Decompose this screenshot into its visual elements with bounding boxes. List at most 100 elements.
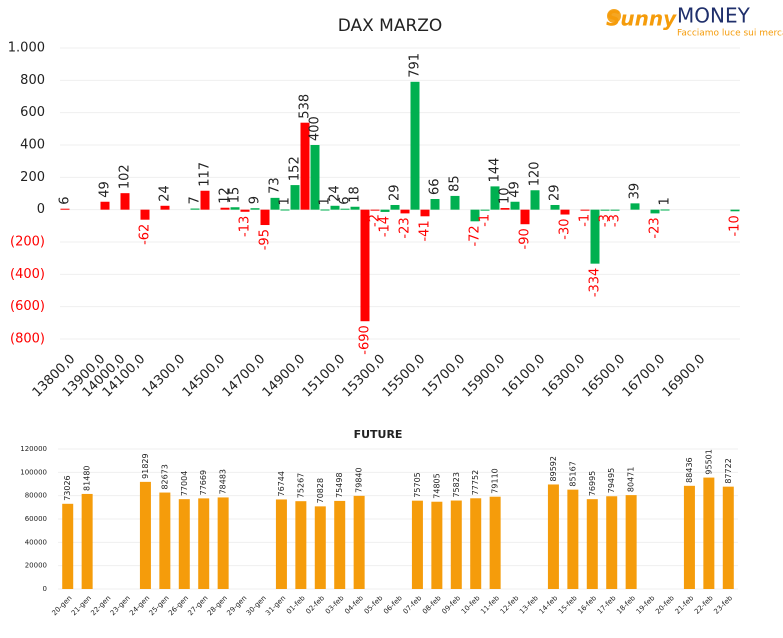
value-label: -3 xyxy=(598,214,613,227)
logo-brand: Sunny xyxy=(606,7,677,31)
value-label: 78483 xyxy=(219,469,228,494)
logo-brand2: MONEY xyxy=(677,4,751,28)
x-tick-label: 14300,0 xyxy=(140,352,189,401)
y-tick-label: 400 xyxy=(20,138,45,153)
x-tick-label: 28-gen xyxy=(206,594,229,617)
bar xyxy=(240,209,250,212)
bar xyxy=(520,209,530,225)
value-label: 39 xyxy=(628,183,643,200)
bar xyxy=(683,485,695,589)
bar xyxy=(220,207,230,210)
bar xyxy=(295,501,307,589)
x-tick-label: 22-gen xyxy=(89,594,112,617)
bar xyxy=(350,206,360,210)
x-tick-label: 15700,0 xyxy=(420,352,469,401)
bar xyxy=(334,500,346,589)
x-tick-label: 03-feb xyxy=(324,594,346,616)
value-label: -1 xyxy=(478,214,493,227)
x-tick-label: 01-feb xyxy=(285,594,307,616)
x-tick-label: 02-feb xyxy=(304,594,326,616)
bar xyxy=(411,500,423,589)
bar xyxy=(275,499,287,589)
value-label: 791 xyxy=(408,53,423,78)
value-label: 49 xyxy=(508,181,523,198)
value-label: 49 xyxy=(98,181,113,198)
x-tick-label: 14900,0 xyxy=(260,352,309,401)
bar xyxy=(490,186,500,210)
chart-title: DAX MARZO xyxy=(338,16,443,36)
value-label: -41 xyxy=(418,220,433,241)
x-tick-label: 16-feb xyxy=(576,594,598,616)
bar xyxy=(217,497,229,589)
bar xyxy=(450,500,462,589)
bar xyxy=(610,209,620,211)
bar xyxy=(470,209,480,222)
value-label: 74805 xyxy=(432,473,441,498)
y-tick-label: 1.000 xyxy=(8,41,45,56)
value-label: -23 xyxy=(398,217,413,238)
x-tick-label: 15300,0 xyxy=(340,352,389,401)
value-label: -2 xyxy=(368,214,383,227)
x-tick-label: 12-feb xyxy=(499,594,521,616)
y-tick-label: 40000 xyxy=(25,538,47,546)
value-label: 117 xyxy=(198,162,213,187)
x-tick-label: 05-feb xyxy=(363,594,385,616)
value-label: 538 xyxy=(298,94,313,119)
value-label: 76744 xyxy=(277,471,286,496)
value-label: -95 xyxy=(258,229,273,250)
value-label: 10 xyxy=(498,188,513,205)
bar xyxy=(370,209,380,211)
x-tick-label: 21-gen xyxy=(70,594,93,617)
value-label: 29 xyxy=(548,184,563,201)
x-tick-label: 15500,0 xyxy=(380,352,429,401)
value-label: -3 xyxy=(608,214,623,227)
value-label: 18 xyxy=(348,186,363,203)
value-label: 6 xyxy=(338,196,353,204)
value-label: 87722 xyxy=(724,458,733,483)
value-label: 120 xyxy=(528,161,543,186)
bar xyxy=(547,484,559,589)
value-label: -62 xyxy=(138,224,153,245)
value-label: 9 xyxy=(248,196,263,204)
bar xyxy=(62,503,74,589)
x-tick-label: 13-feb xyxy=(518,594,540,616)
x-tick-label: 04-feb xyxy=(343,594,365,616)
x-tick-label: 14500,0 xyxy=(180,352,229,401)
x-tick-label: 18-feb xyxy=(615,594,637,616)
value-label: 77752 xyxy=(471,470,480,495)
bar xyxy=(159,492,171,589)
chart-title: FUTURE xyxy=(354,428,403,441)
x-tick-label: 17-feb xyxy=(596,594,618,616)
bar xyxy=(606,496,618,589)
value-label: -1 xyxy=(578,214,593,227)
x-tick-label: 23-gen xyxy=(109,594,132,617)
value-label: 95501 xyxy=(704,449,713,474)
x-tick-label: 31-gen xyxy=(264,594,287,617)
bar xyxy=(360,209,370,322)
bar xyxy=(390,204,400,210)
value-label: 85 xyxy=(448,175,463,192)
bar xyxy=(330,205,340,210)
bar xyxy=(550,204,560,210)
value-label: 79840 xyxy=(355,467,364,492)
value-label: -30 xyxy=(558,219,573,240)
x-tick-label: 30-gen xyxy=(245,594,268,617)
bar xyxy=(450,195,460,210)
x-tick-label: 07-feb xyxy=(402,594,424,616)
x-tick-label: 10-feb xyxy=(460,594,482,616)
bar xyxy=(630,203,640,210)
value-label: 7 xyxy=(188,196,203,204)
bar xyxy=(625,495,637,589)
y-tick-label: 60000 xyxy=(25,515,47,523)
x-tick-label: 27-gen xyxy=(186,594,209,617)
value-label: 77669 xyxy=(199,470,208,495)
bar xyxy=(660,209,670,211)
bar xyxy=(470,498,482,589)
bar xyxy=(320,209,330,211)
value-label: 85167 xyxy=(568,461,577,486)
bar xyxy=(586,499,598,589)
value-label: -90 xyxy=(518,228,533,249)
value-label: 70828 xyxy=(316,478,325,503)
bar xyxy=(100,201,110,210)
